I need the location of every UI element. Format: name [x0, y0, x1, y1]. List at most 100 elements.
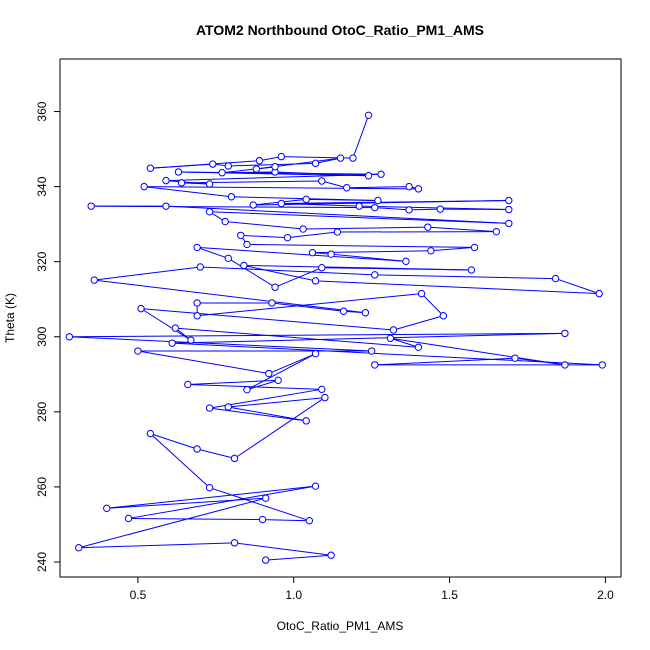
data-point [299, 225, 307, 233]
data-point [386, 334, 395, 342]
series-segment [409, 208, 441, 211]
data-point [305, 516, 314, 525]
data-point [209, 160, 217, 168]
data-point [414, 343, 423, 351]
data-point [339, 307, 348, 315]
data-point [371, 361, 379, 369]
data-point [561, 361, 569, 369]
data-point [193, 243, 201, 252]
series-segment [246, 353, 316, 391]
series-segment [209, 407, 307, 422]
data-point [205, 208, 214, 216]
data-point [271, 163, 279, 171]
x-axis-label: OtoC_Ratio_PM1_AMS [277, 619, 404, 633]
series-segment [374, 274, 556, 280]
y-tick-label: 340 [35, 176, 49, 196]
series-segment [321, 180, 347, 189]
series-segment [259, 156, 282, 162]
data-point [505, 219, 513, 228]
data-point [196, 263, 204, 271]
data-point [427, 247, 435, 255]
data-point [318, 177, 326, 185]
series-segment [274, 267, 322, 288]
series-segment [225, 221, 304, 230]
data-point [349, 154, 357, 162]
series-segment [94, 266, 201, 281]
series-segment [175, 327, 419, 348]
series-segment [165, 180, 210, 185]
data-point [162, 202, 170, 210]
data-point [551, 274, 560, 283]
series-segment [352, 115, 370, 159]
data-point [355, 202, 363, 210]
data-point [249, 201, 257, 209]
data-point [174, 168, 183, 176]
series-segment [209, 487, 310, 522]
series-segment [106, 485, 316, 509]
data-point [224, 254, 233, 263]
series-segment [150, 160, 260, 169]
chart-title: ATOM2 Northbound OtoC_Ratio_PM1_AMS [196, 22, 484, 38]
series-segment [393, 315, 444, 331]
data-point [224, 403, 233, 411]
data-point [205, 180, 214, 188]
data-point [271, 283, 279, 291]
data-point [467, 266, 476, 274]
data-point [361, 309, 370, 317]
series-segment [374, 207, 410, 211]
data-point [90, 276, 98, 284]
data-point [224, 162, 233, 170]
data-point [402, 257, 410, 266]
data-point [327, 551, 335, 559]
y-tick-label: 240 [35, 552, 49, 572]
data-point [311, 482, 320, 490]
data-point [221, 217, 229, 226]
data-point [277, 152, 285, 161]
data-point [262, 494, 270, 502]
data-point [193, 445, 201, 453]
series-segment [228, 162, 316, 167]
data-point [333, 228, 342, 236]
data-point [230, 454, 239, 463]
data-point [140, 182, 148, 191]
data-point [103, 504, 111, 513]
y-tick-label: 280 [35, 402, 49, 422]
series-segment [196, 246, 229, 259]
data-point [311, 349, 320, 358]
series-segment [268, 353, 316, 375]
data-point [436, 205, 444, 213]
data-point [137, 304, 145, 313]
data-point [277, 199, 285, 208]
series-segment [197, 246, 406, 262]
series-segment [94, 279, 366, 314]
x-tick-label: 2.0 [597, 588, 614, 602]
series-segment [78, 497, 266, 549]
data-point [405, 182, 413, 191]
data-point [265, 369, 273, 378]
x-tick-label: 1.0 [285, 588, 302, 602]
data-point [240, 261, 248, 270]
series-segment [150, 433, 210, 489]
data-point [243, 385, 251, 394]
data-point [364, 111, 373, 120]
series-segment [321, 267, 472, 271]
data-point [268, 299, 276, 307]
series-lines [69, 115, 603, 561]
series-segment [209, 211, 509, 224]
data-point [311, 277, 320, 285]
data-point [75, 544, 83, 552]
data-point [374, 196, 382, 205]
series-segment [287, 231, 338, 239]
x-tick-label: 0.5 [130, 588, 147, 602]
data-point [505, 205, 513, 214]
data-point [146, 429, 155, 438]
data-point [505, 196, 513, 205]
data-point [193, 299, 201, 307]
series-segment [197, 293, 422, 317]
series-segment [555, 278, 600, 295]
data-point [389, 326, 398, 334]
y-tick-label: 300 [35, 326, 49, 346]
series-segment [427, 226, 497, 233]
data-point [255, 157, 264, 165]
